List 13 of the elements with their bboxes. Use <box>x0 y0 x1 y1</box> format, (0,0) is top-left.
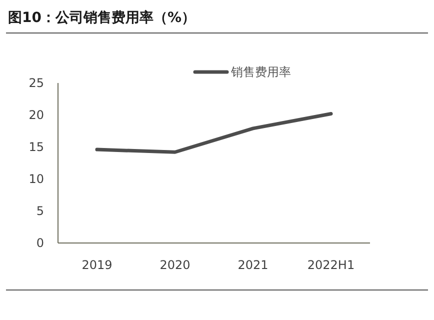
legend-label: 销售费用率 <box>230 65 291 80</box>
x-tick-label: 2022H1 <box>307 258 355 272</box>
y-tick-label: 0 <box>36 236 44 250</box>
y-tick-label: 15 <box>28 140 44 154</box>
y-tick-label: 25 <box>28 76 44 90</box>
y-tick-label: 20 <box>28 108 44 122</box>
chart-title: 图10：公司销售费用率（%） <box>8 9 196 26</box>
x-tick-label: 2020 <box>160 258 190 272</box>
y-tick-label: 5 <box>36 204 44 218</box>
y-tick-label: 10 <box>28 172 44 186</box>
x-tick-label: 2019 <box>82 258 112 272</box>
line-series <box>95 112 333 154</box>
x-tick-label: 2021 <box>238 258 268 272</box>
